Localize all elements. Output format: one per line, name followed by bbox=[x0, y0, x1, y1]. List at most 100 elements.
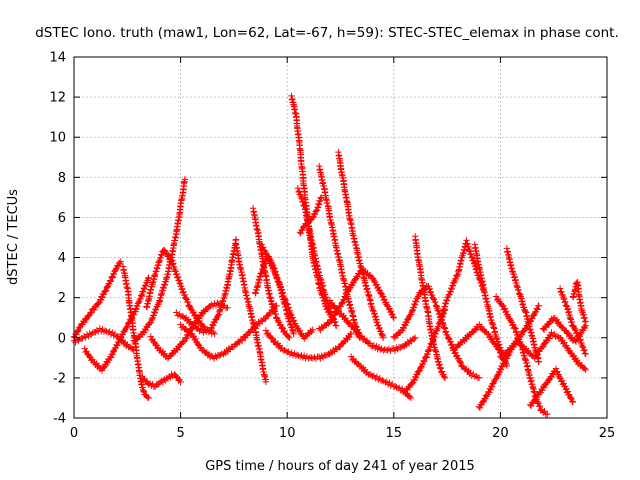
data-point-marker bbox=[285, 333, 292, 341]
data-point-marker bbox=[442, 300, 450, 308]
data-point-marker bbox=[502, 358, 509, 365]
data-point-marker bbox=[279, 324, 286, 331]
data-point-marker bbox=[133, 306, 140, 313]
data-point-marker bbox=[209, 322, 217, 329]
data-point-marker bbox=[175, 277, 183, 284]
data-point-marker bbox=[330, 314, 337, 322]
data-point-marker bbox=[180, 288, 187, 295]
data-point-marker bbox=[145, 274, 152, 281]
data-point-marker bbox=[150, 312, 157, 319]
data-point-marker bbox=[145, 394, 152, 402]
data-point-marker bbox=[134, 302, 141, 310]
data-point-marker bbox=[544, 410, 551, 418]
data-point-marker bbox=[426, 285, 433, 292]
data-point-marker bbox=[319, 179, 327, 186]
data-point-marker bbox=[109, 274, 117, 281]
data-point-marker bbox=[123, 283, 130, 291]
data-point-marker bbox=[552, 333, 559, 340]
data-point-marker bbox=[285, 304, 292, 311]
data-point-marker bbox=[214, 299, 221, 307]
data-point-marker bbox=[282, 347, 290, 355]
data-point-marker bbox=[407, 394, 415, 402]
data-point-marker bbox=[560, 380, 567, 387]
data-point-marker bbox=[144, 394, 151, 401]
data-point-marker bbox=[259, 266, 267, 273]
data-point-marker bbox=[467, 369, 474, 376]
data-point-marker bbox=[570, 323, 578, 330]
data-point-marker bbox=[299, 198, 307, 205]
data-point-marker bbox=[309, 326, 316, 333]
data-point-marker bbox=[269, 335, 276, 343]
data-point-marker bbox=[467, 250, 475, 258]
data-point-marker bbox=[322, 293, 330, 301]
data-point-marker bbox=[436, 319, 443, 327]
data-point-marker bbox=[123, 324, 130, 332]
data-point-marker bbox=[119, 331, 127, 338]
data-point-marker bbox=[224, 304, 231, 311]
data-point-marker bbox=[327, 308, 335, 315]
data-point-marker bbox=[274, 274, 281, 281]
axis-ticks: 0 5 10 15 20 25 -4 -2 0 2 4 6 8 10 12 14 bbox=[49, 51, 615, 442]
data-point-marker bbox=[410, 304, 418, 311]
data-point-marker bbox=[384, 346, 391, 354]
data-point-marker bbox=[562, 302, 569, 309]
data-point-marker bbox=[402, 322, 409, 329]
data-point-marker bbox=[449, 282, 457, 290]
data-point-marker bbox=[153, 268, 160, 275]
data-point-marker bbox=[475, 374, 483, 382]
data-point-marker bbox=[182, 295, 190, 302]
data-point-marker bbox=[438, 314, 445, 321]
data-point-marker bbox=[488, 383, 496, 390]
data-point-marker bbox=[376, 324, 383, 332]
data-point-marker bbox=[291, 109, 299, 117]
data-point-marker bbox=[181, 176, 189, 183]
data-point-marker bbox=[501, 305, 509, 312]
x-tick-label: 0 bbox=[70, 426, 78, 441]
data-point-marker bbox=[389, 310, 396, 318]
data-point-marker bbox=[271, 307, 278, 314]
data-point-marker bbox=[309, 354, 317, 362]
data-point-marker bbox=[373, 281, 380, 288]
data-point-marker bbox=[139, 288, 147, 295]
data-point-marker bbox=[268, 261, 276, 268]
data-point-marker bbox=[107, 278, 115, 285]
data-point-marker bbox=[515, 286, 522, 293]
data-point-marker bbox=[325, 320, 332, 327]
data-point-marker bbox=[257, 355, 265, 363]
data-point-marker bbox=[406, 312, 414, 320]
data-point-marker bbox=[110, 270, 118, 278]
data-point-marker bbox=[348, 282, 356, 289]
data-point-marker bbox=[425, 347, 432, 354]
data-point-marker bbox=[440, 373, 448, 380]
data-point-marker bbox=[580, 323, 588, 331]
data-point-marker bbox=[346, 333, 353, 341]
data-point-marker bbox=[582, 366, 589, 374]
data-point-marker bbox=[409, 307, 416, 314]
data-point-marker bbox=[535, 302, 542, 309]
data-point-marker bbox=[406, 393, 413, 400]
data-point-marker bbox=[110, 348, 117, 355]
data-point-marker bbox=[223, 285, 231, 292]
data-point-marker bbox=[288, 349, 295, 356]
data-point-marker bbox=[414, 371, 421, 378]
data-point-marker bbox=[212, 302, 220, 309]
data-point-marker bbox=[342, 294, 349, 301]
data-point-marker bbox=[300, 352, 308, 359]
data-point-marker bbox=[453, 272, 460, 279]
data-point-marker bbox=[411, 301, 419, 309]
data-point-marker bbox=[107, 354, 115, 361]
plot-frame bbox=[73, 56, 608, 419]
data-point-marker bbox=[88, 309, 95, 317]
data-point-marker bbox=[439, 310, 446, 318]
data-point-marker bbox=[536, 402, 544, 410]
y-tick-label: 0 bbox=[58, 331, 66, 346]
data-point-marker bbox=[318, 194, 325, 201]
data-point-marker bbox=[561, 299, 568, 306]
data-point-marker bbox=[412, 374, 420, 381]
data-point-marker bbox=[443, 297, 451, 304]
data-point-marker bbox=[257, 270, 265, 277]
data-point-marker bbox=[437, 365, 444, 372]
data-point-marker bbox=[522, 308, 529, 316]
data-point-marker bbox=[316, 198, 324, 205]
